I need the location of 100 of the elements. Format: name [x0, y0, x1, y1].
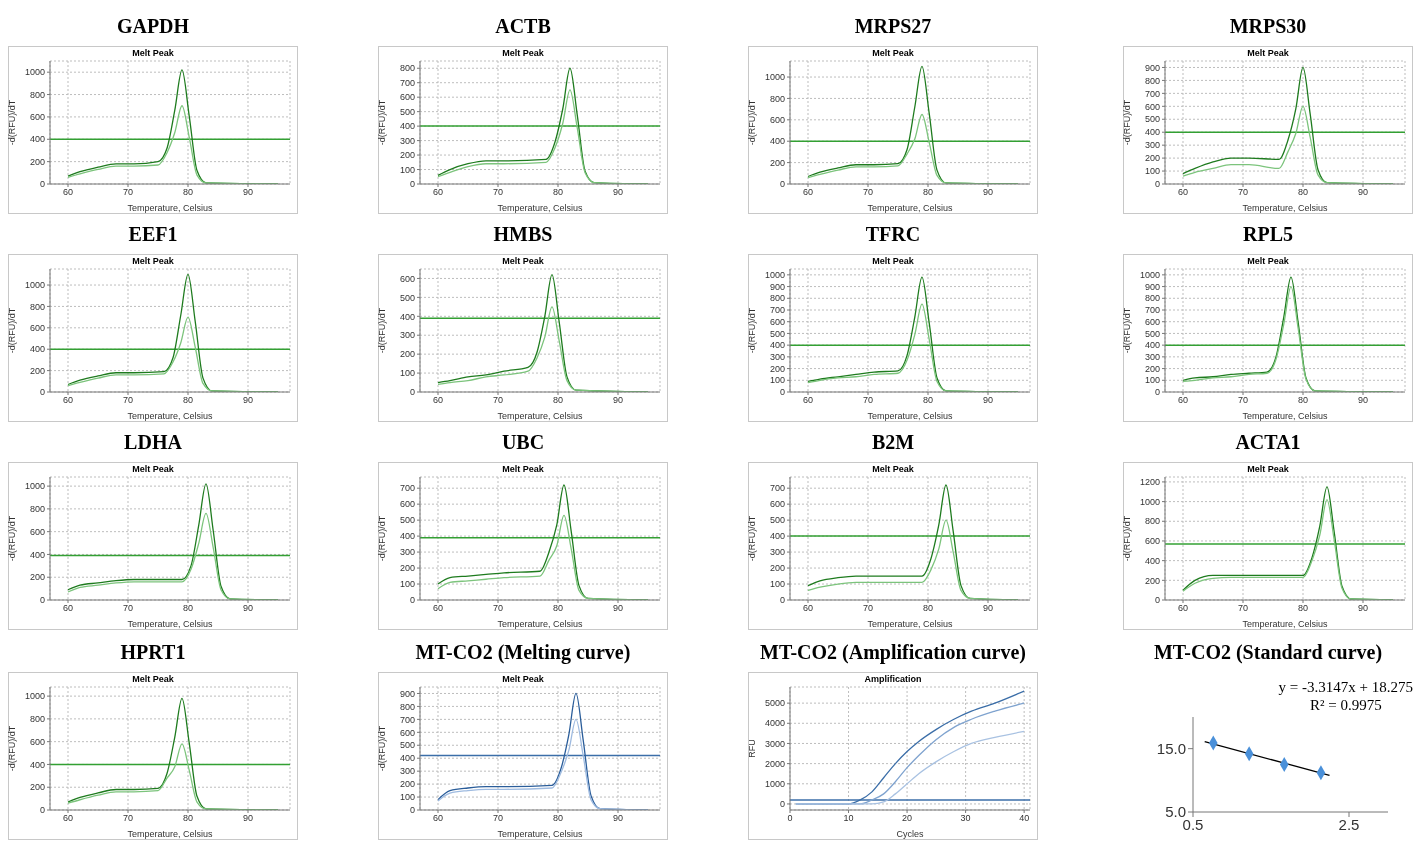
- x-tick-label: 90: [1357, 187, 1369, 198]
- y-tick-label: 100: [399, 368, 415, 379]
- y-tick-label: 400: [29, 134, 45, 145]
- y-tick-label: 700: [399, 714, 415, 725]
- x-tick-label: 60: [432, 187, 444, 198]
- y-axis-title: -d(RFU)/dT: [1122, 307, 1133, 354]
- y-tick-label: 900: [399, 688, 415, 699]
- y-tick-label: 400: [29, 344, 45, 355]
- y-tick-label: 900: [1144, 62, 1160, 73]
- y-tick-label: 400: [29, 759, 45, 770]
- y-tick-label: 400: [399, 753, 415, 764]
- x-axis-title: Temperature, Celsius: [497, 203, 584, 213]
- chart-subtitle: Melt Peak: [501, 256, 545, 266]
- y-tick-label: 400: [1144, 127, 1160, 138]
- y-tick-label: 400: [1144, 340, 1160, 351]
- x-tick-label: 80: [552, 813, 564, 824]
- y-tick-label: 700: [1144, 88, 1160, 99]
- y-tick-label: 100: [1144, 166, 1160, 177]
- x-axis-title: Temperature, Celsius: [127, 619, 214, 629]
- y-tick-label: 600: [399, 92, 415, 103]
- y-tick-label: 0: [39, 595, 45, 606]
- x-tick-label: 90: [1357, 603, 1369, 614]
- chart-title: MT-CO2 (Standard curve): [1153, 640, 1383, 666]
- x-tick-label: 70: [492, 187, 504, 198]
- x-tick-label: 60: [62, 813, 74, 824]
- x-tick-label: 70: [122, 813, 134, 824]
- y-tick-label: 500: [769, 328, 785, 339]
- x-tick-label: 90: [612, 395, 624, 406]
- y-tick-label: 0: [409, 595, 415, 606]
- y-tick-label: 200: [399, 563, 415, 574]
- y-tick-label: 300: [399, 135, 415, 146]
- y-tick-label: 0: [39, 387, 45, 398]
- y-axis-title: -d(RFU)/dT: [747, 99, 758, 146]
- x-tick-label: 90: [242, 187, 254, 198]
- y-tick-label: 0: [39, 179, 45, 190]
- y-tick-label: 800: [399, 63, 415, 74]
- x-axis-title: Temperature, Celsius: [497, 619, 584, 629]
- y-tick-label: 600: [769, 316, 785, 327]
- chart-subtitle: Melt Peak: [871, 464, 915, 474]
- line-series: [795, 730, 1025, 805]
- y-axis-title: -d(RFU)/dT: [1122, 99, 1133, 146]
- x-tick-label: 60: [432, 603, 444, 614]
- x-tick-label: 70: [862, 187, 874, 198]
- chart-subtitle: Melt Peak: [131, 48, 175, 58]
- x-tick-label: 80: [922, 395, 934, 406]
- y-tick-label: 1000: [24, 280, 45, 291]
- chart-title: MRPS30: [1229, 14, 1307, 39]
- x-tick-label: 70: [122, 603, 134, 614]
- y-tick-label: 400: [1144, 555, 1160, 566]
- chart-subtitle: Melt Peak: [871, 256, 915, 266]
- x-tick-label: 70: [862, 603, 874, 614]
- x-tick-label: 30: [960, 813, 971, 824]
- x-tick-label: 70: [122, 187, 134, 198]
- y-tick-label: 300: [399, 766, 415, 777]
- x-tick-label: 60: [62, 187, 74, 198]
- y-tick-label: 600: [29, 112, 45, 123]
- y-tick-label: 0: [1154, 179, 1160, 190]
- y-tick-label: 0: [1154, 595, 1160, 606]
- chart-title: MRPS27: [854, 14, 932, 39]
- chart-title: EEF1: [128, 222, 178, 247]
- y-axis-title: -d(RFU)/dT: [7, 725, 18, 772]
- x-tick-label: 90: [982, 395, 994, 406]
- x-tick-label: 60: [62, 603, 74, 614]
- y-tick-label: 400: [29, 549, 45, 560]
- x-axis-title: Temperature, Celsius: [127, 411, 214, 421]
- y-tick-label: 500: [399, 106, 415, 117]
- chart-title: MT-CO2 (Melting curve): [415, 640, 631, 666]
- y-tick-label: 600: [769, 115, 785, 126]
- y-tick-label: 4000: [764, 718, 785, 729]
- y-tick-label: 0: [1154, 387, 1160, 398]
- chart-title: GAPDH: [116, 14, 190, 39]
- text: y = -3.3147x + 18.275: [1278, 678, 1413, 696]
- x-axis-title: Temperature, Celsius: [497, 411, 584, 421]
- x-tick-label: 60: [432, 813, 444, 824]
- chart-title: ACTA1: [1235, 430, 1301, 455]
- y-axis-title: -d(RFU)/dT: [377, 307, 388, 354]
- x-tick-label: 60: [432, 395, 444, 406]
- x-tick-label: 40: [1019, 813, 1030, 824]
- x-tick-label: 60: [1177, 187, 1189, 198]
- x-tick-label: 90: [612, 813, 624, 824]
- y-tick-label: 500: [769, 515, 785, 526]
- y-tick-label: 400: [399, 531, 415, 542]
- x-tick-label: 80: [552, 395, 564, 406]
- y-tick-label: 200: [399, 779, 415, 790]
- y-tick-label: 800: [29, 714, 45, 725]
- y-tick-label: 300: [769, 547, 785, 558]
- x-axis-title: Temperature, Celsius: [127, 203, 214, 213]
- y-tick-label: 400: [769, 340, 785, 351]
- y-tick-label: 200: [29, 365, 45, 376]
- chart-title: RPL5: [1243, 222, 1293, 247]
- y-tick-label: 800: [769, 293, 785, 304]
- chart-subtitle: Melt Peak: [1246, 256, 1290, 266]
- y-tick-label: 500: [1144, 114, 1160, 125]
- y-axis-title: -d(RFU)/dT: [7, 99, 18, 146]
- y-tick-label: 600: [399, 273, 415, 284]
- y-tick-label: 500: [399, 740, 415, 751]
- y-axis-title: -d(RFU)/dT: [377, 515, 388, 562]
- x-tick-label: 90: [982, 187, 994, 198]
- x-tick-label: 80: [182, 813, 194, 824]
- x-tick-label: 90: [612, 187, 624, 198]
